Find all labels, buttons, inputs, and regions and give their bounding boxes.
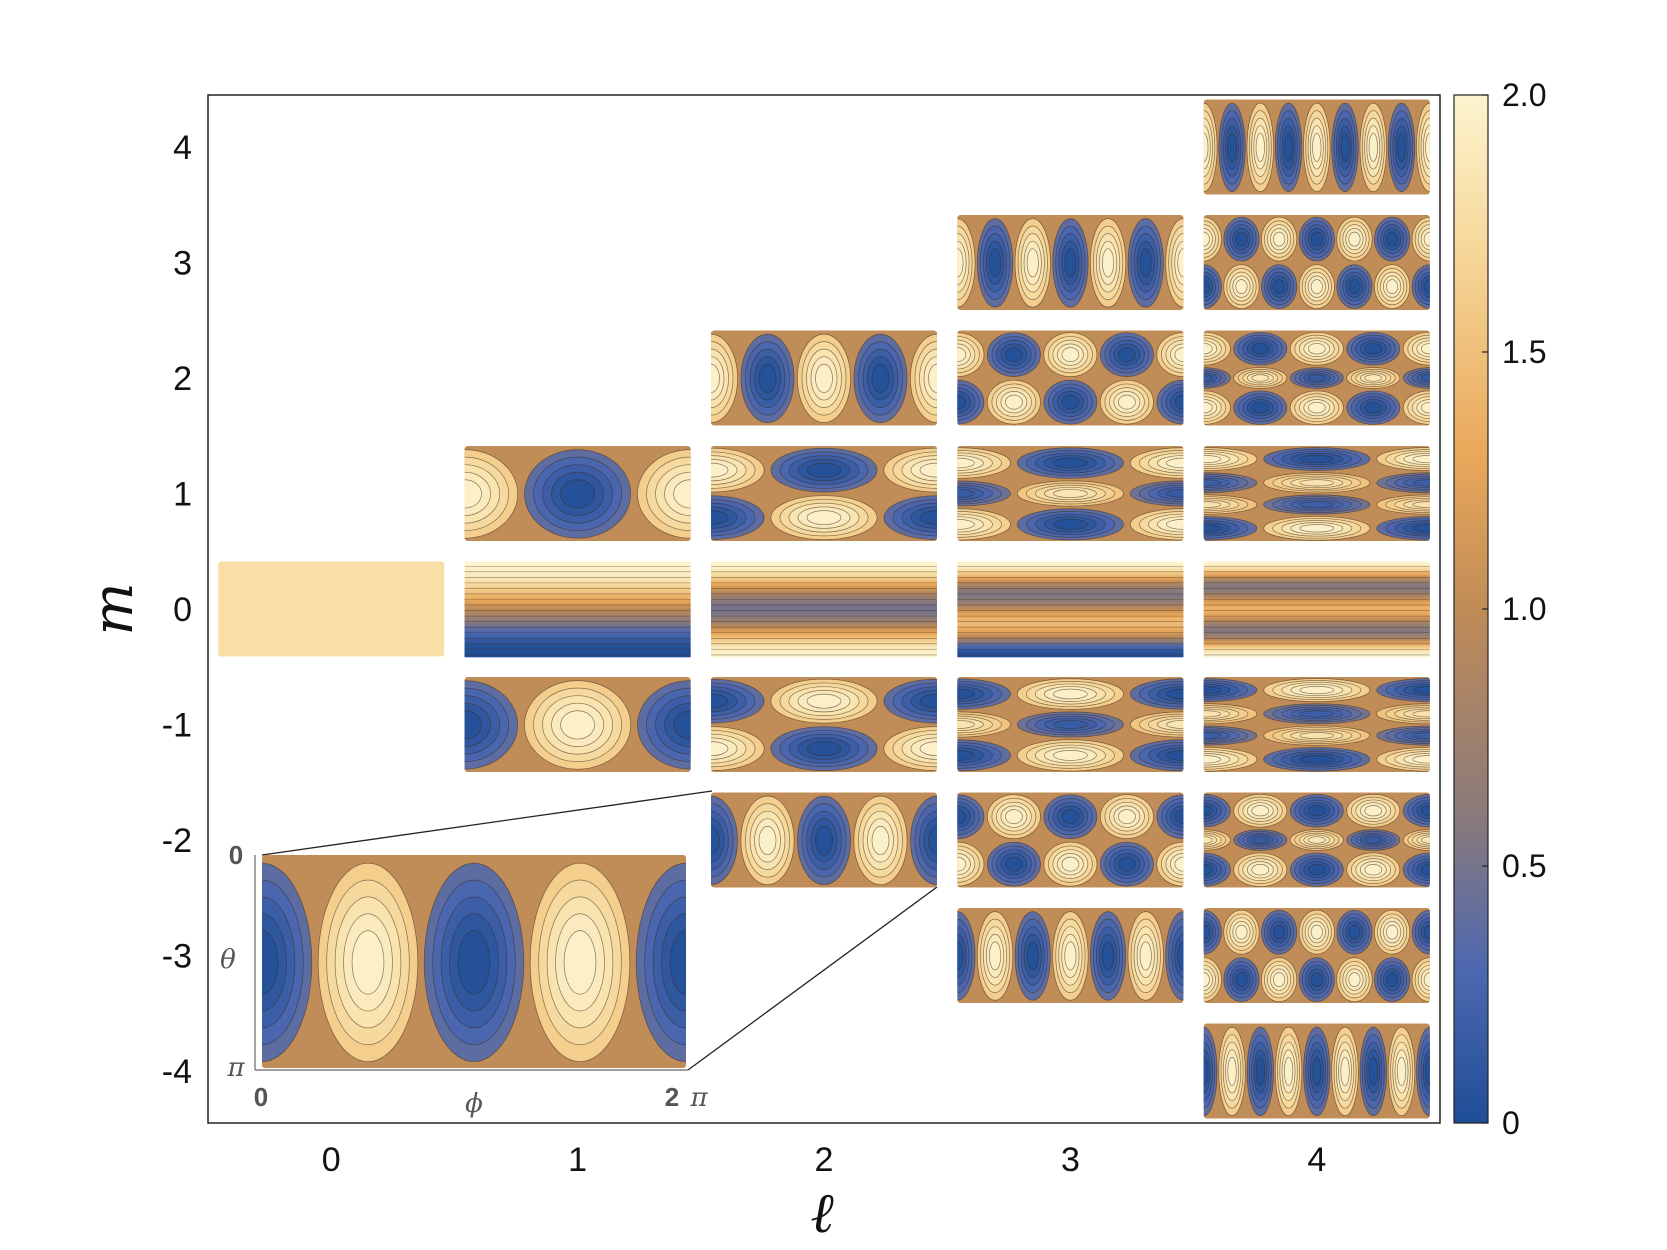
inset-connector-bottom <box>687 886 938 1071</box>
inset-phi-tick-2: 2 <box>665 1082 679 1112</box>
panel-l2-m2 <box>711 330 937 426</box>
panel-l3-m1 <box>957 445 1184 541</box>
panel-l4-m-1 <box>1203 677 1430 773</box>
x-axis-label: ℓ <box>810 1181 834 1246</box>
panel-l1-m-1 <box>464 677 691 773</box>
colorbar-tick-1.5: 1.5 <box>1502 334 1546 370</box>
x-tick-4: 4 <box>1307 1141 1326 1179</box>
inset-plot: 0 θ π 0 ϕ 2 π <box>220 840 708 1119</box>
y-tick-2: 2 <box>173 360 192 398</box>
colorbar-tick-1.0: 1.0 <box>1502 591 1546 627</box>
y-tick-3: 3 <box>173 244 192 282</box>
x-tick-3: 3 <box>1061 1141 1080 1179</box>
x-tick-1: 1 <box>568 1141 587 1179</box>
panel-l4-m-4 <box>1203 1023 1430 1119</box>
y-tick--4: -4 <box>162 1053 192 1091</box>
panel-l4-m3 <box>1203 214 1430 310</box>
y-tick--2: -2 <box>162 822 192 860</box>
panel-l2-m-2 <box>711 792 937 888</box>
y-tick-1: 1 <box>173 475 192 513</box>
panel-l3-m3 <box>957 214 1184 310</box>
y-tick--1: -1 <box>162 707 192 745</box>
panel-l3-m-3 <box>957 908 1184 1004</box>
inset-theta-tick-0: 0 <box>229 840 243 870</box>
inset-theta-tick-pi: π <box>226 1053 245 1083</box>
panel-grid <box>218 99 1430 1119</box>
panel-l4-m1 <box>1203 445 1430 541</box>
inset-theta-label: θ <box>220 945 236 975</box>
panel-l3-m2 <box>957 330 1184 426</box>
panel-l4-m0 <box>1203 561 1430 658</box>
panel-l4-m-3 <box>1203 908 1430 1004</box>
panel-l4-m-2 <box>1203 792 1430 888</box>
inset-phi-tick-0: 0 <box>254 1082 268 1112</box>
x-tick-0: 0 <box>322 1141 341 1179</box>
panel-l2-m1 <box>711 445 937 541</box>
y-axis-label: m <box>81 582 146 635</box>
inset-phi-label: ϕ <box>465 1089 483 1119</box>
colorbar-ticks: 0 0.5 1.0 1.5 2.0 <box>1482 77 1546 1141</box>
inset-panel <box>262 855 686 1068</box>
colorbar-tick-2.0: 2.0 <box>1502 77 1546 113</box>
panel-l2-m-1 <box>711 677 937 773</box>
panel-l3-m-2 <box>957 792 1184 888</box>
panel-l3-m0 <box>957 561 1184 658</box>
inset-phi-tick-pi: π <box>689 1083 708 1113</box>
panel-l3-m-1 <box>957 677 1184 773</box>
y-tick-4: 4 <box>173 129 192 167</box>
x-tick-2: 2 <box>815 1141 834 1179</box>
inset-connector-top <box>261 790 713 856</box>
panel-l0-m0 <box>218 561 445 657</box>
panel-l1-m0 <box>464 561 691 658</box>
y-tick-0: 0 <box>173 591 192 629</box>
panel-l4-m2 <box>1203 330 1430 426</box>
colorbar-tick-0: 0 <box>1502 1105 1520 1141</box>
panel-l1-m1 <box>464 445 691 541</box>
y-tick--3: -3 <box>162 938 192 976</box>
panel-l4-m4 <box>1203 99 1430 195</box>
colorbar-tick-0.5: 0.5 <box>1502 848 1546 884</box>
panel-l2-m0 <box>711 561 937 658</box>
axis-ticks: 0 1 2 3 4 4 3 2 1 0 -1 -2 -3 -4 <box>162 129 1326 1179</box>
